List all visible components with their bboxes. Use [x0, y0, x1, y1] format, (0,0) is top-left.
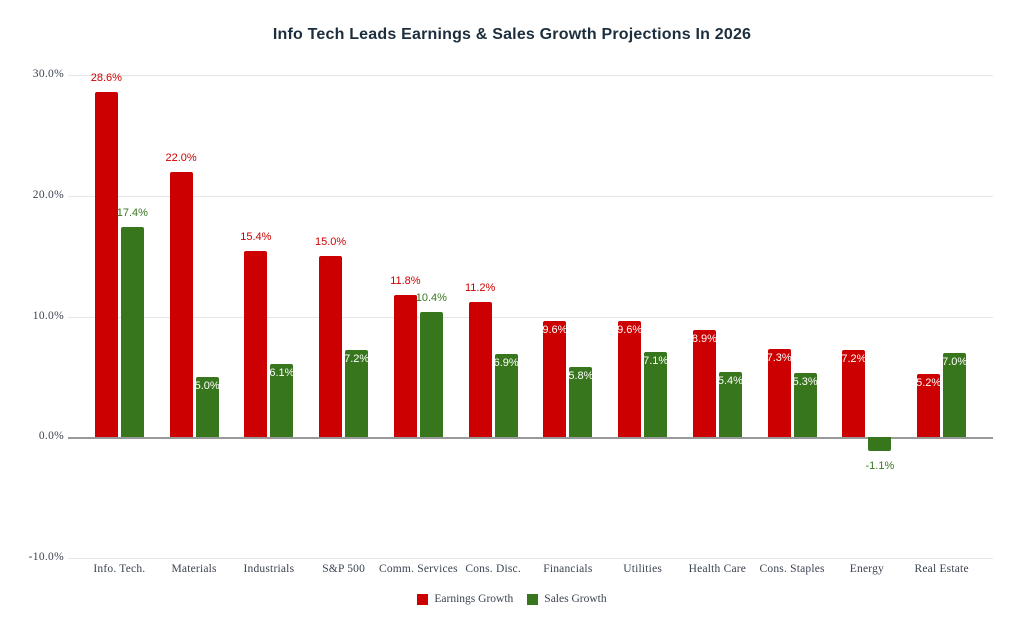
zero-axis-line	[68, 437, 993, 440]
legend-label: Sales Growth	[544, 593, 607, 605]
data-label: 11.8%	[390, 274, 421, 287]
x-axis-category-label: Cons. Staples	[759, 563, 825, 575]
bar-sales-growth	[644, 351, 668, 438]
data-label: 6.9%	[493, 356, 519, 369]
x-axis-category-label: Materials	[171, 563, 217, 575]
y-axis-tick-label: 0.0%	[38, 430, 64, 443]
x-axis-category-label: Financials	[543, 563, 593, 575]
bar-earnings-growth	[94, 91, 118, 438]
bar-earnings-growth	[917, 374, 941, 438]
data-label: 7.0%	[942, 355, 968, 368]
bar-sales-growth	[419, 311, 443, 438]
data-label: 15.0%	[315, 236, 347, 249]
x-axis-category-label: Energy	[849, 563, 884, 575]
bar-sales-growth	[120, 227, 144, 438]
legend-item: Sales Growth	[527, 593, 607, 605]
data-label: 9.6%	[617, 324, 643, 337]
y-axis-tick-label: 30.0%	[32, 68, 64, 80]
bar-earnings-growth	[319, 256, 343, 438]
data-label: 22.0%	[165, 151, 197, 164]
chart-title: Info Tech Leads Earnings & Sales Growth …	[272, 26, 752, 43]
gridline	[68, 316, 993, 318]
x-axis-category-label: Real Estate	[914, 563, 969, 575]
y-axis-tick-label: 20.0%	[32, 188, 64, 201]
bar-earnings-growth	[393, 294, 417, 438]
x-axis-category-label: Cons. Disc.	[465, 563, 521, 575]
data-label: 5.4%	[717, 375, 743, 388]
bar-earnings-growth	[618, 321, 642, 438]
gridline	[68, 558, 993, 559]
bar-earnings-growth	[842, 350, 866, 438]
data-label: 28.6%	[90, 71, 122, 84]
data-label: 17.4%	[116, 207, 148, 220]
bar-sales-growth	[345, 350, 369, 438]
x-axis-category-label: Health Care	[688, 563, 747, 575]
data-label: 7.2%	[344, 353, 370, 366]
gridline	[68, 195, 993, 197]
data-label: 8.9%	[691, 332, 717, 345]
bar-sales-growth	[569, 367, 593, 438]
gridline	[68, 75, 993, 76]
y-axis-tick-label: 10.0%	[32, 309, 64, 322]
bar-sales-growth	[718, 372, 742, 438]
bar-earnings-growth	[692, 329, 716, 438]
data-label: 9.6%	[542, 324, 568, 337]
data-label: 10.4%	[415, 291, 447, 304]
x-axis-category-label: Info. Tech.	[93, 563, 146, 575]
y-axis-tick-label: -10.0%	[28, 551, 64, 563]
x-axis-category-label: Comm. Services	[378, 563, 458, 575]
bar-earnings-growth	[767, 349, 791, 438]
data-label: 5.8%	[568, 370, 594, 383]
legend-item: Earnings Growth	[417, 593, 513, 605]
legend-label: Earnings Growth	[434, 593, 514, 605]
bar-sales-growth	[494, 353, 518, 438]
data-label: 15.4%	[240, 231, 272, 244]
bar-earnings-growth	[543, 321, 567, 438]
data-label: -1.1%	[865, 459, 895, 472]
x-axis-category-label: S&P 500	[322, 563, 366, 575]
legend: Earnings Growth Sales Growth	[0, 593, 1024, 605]
data-label: 7.1%	[643, 354, 669, 367]
bar-sales-growth	[793, 373, 817, 438]
legend-swatch-icon	[527, 593, 539, 605]
legend-swatch-icon	[417, 593, 429, 605]
data-label: 5.0%	[194, 379, 220, 392]
bar-earnings-growth	[468, 302, 492, 438]
data-label: 7.2%	[841, 353, 867, 366]
bar-sales-growth	[270, 363, 294, 438]
bar-earnings-growth	[169, 171, 193, 438]
bar-earnings-growth	[244, 251, 268, 438]
x-axis-category-label: Utilities	[623, 563, 663, 575]
data-label: 7.3%	[766, 352, 792, 365]
bar-sales-growth	[868, 437, 892, 451]
data-label: 5.2%	[916, 377, 942, 390]
plot-area: 30.0% 20.0% 10.0% 0.0% -10.0% Info. Tech. 28.6…	[29, 68, 993, 615]
bar-sales-growth	[943, 352, 967, 438]
x-axis-category-label: Industrials	[243, 563, 295, 575]
data-label: 6.1%	[269, 366, 295, 379]
data-label: 5.3%	[792, 376, 818, 389]
data-label: 11.2%	[464, 282, 496, 294]
bar-sales-growth	[195, 376, 219, 438]
